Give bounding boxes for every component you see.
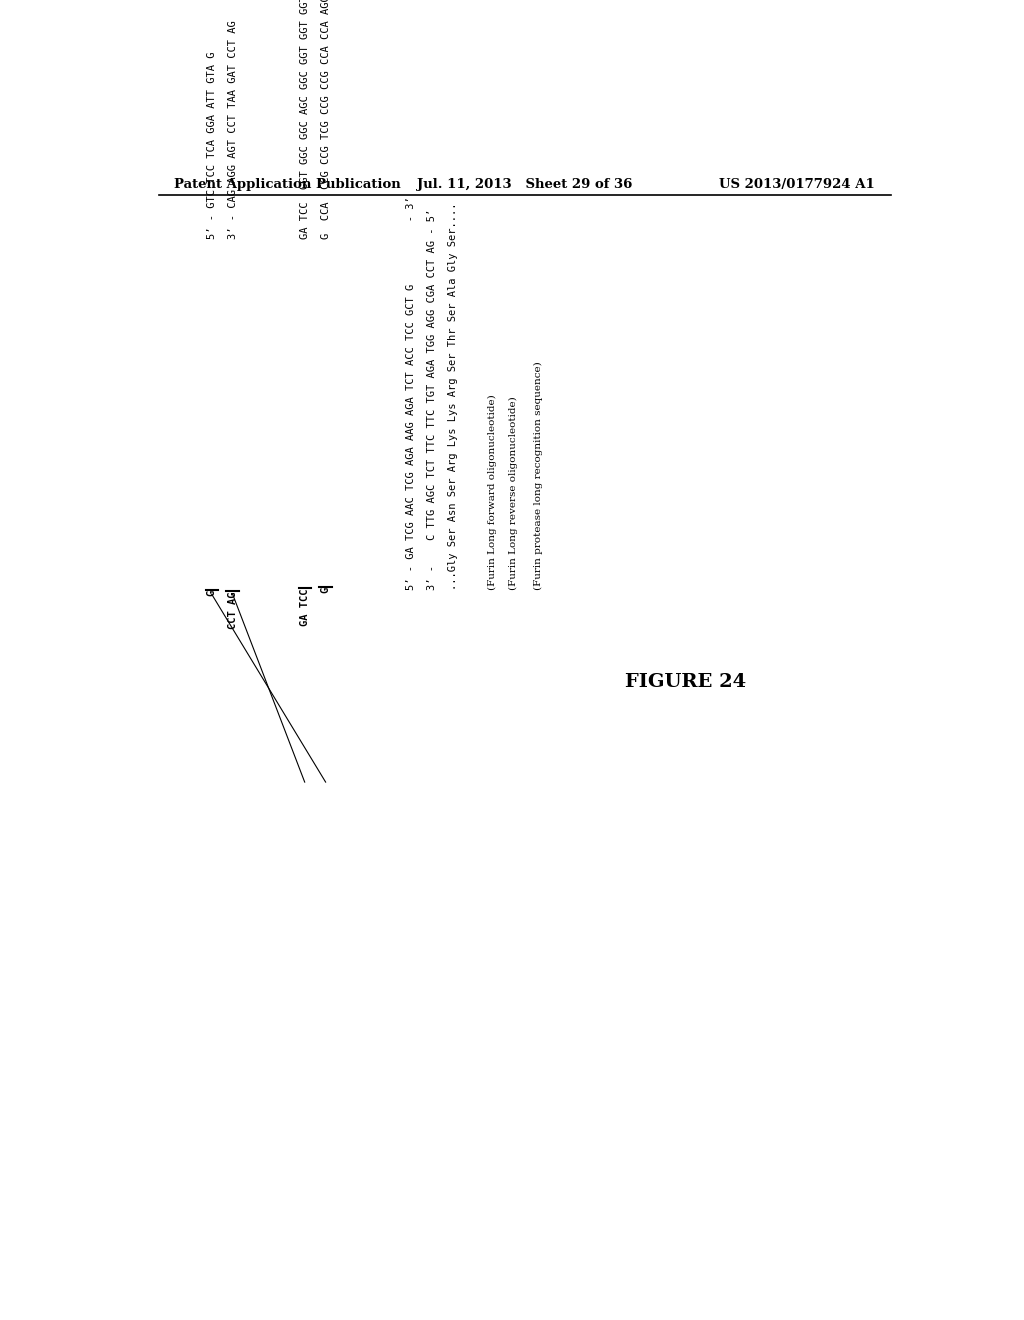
Text: G  CCA  CCG CCG TCG CCG CCG CCA CCA AGG CCT CCG CCG CCG CCA CCA CCG CCG CCA AGA : G CCA CCG CCG TCG CCG CCG CCA CCA AGG CC… <box>321 0 331 239</box>
Text: ...Gly Ser Asn Ser Arg Lys Lys Arg Ser Thr Ser Ala Gly Ser....: ...Gly Ser Asn Ser Arg Lys Lys Arg Ser T… <box>449 202 459 590</box>
Text: G: G <box>207 590 217 595</box>
Text: US 2013/0177924 A1: US 2013/0177924 A1 <box>719 178 876 190</box>
Text: 3’ - CAG AGG AGT CCT TAA GAT CCT AG: 3’ - CAG AGG AGT CCT TAA GAT CCT AG <box>227 21 238 239</box>
Text: FIGURE 24: FIGURE 24 <box>626 673 746 690</box>
Text: GA TCC: GA TCC <box>300 589 309 626</box>
Text: 5’ - GTC TCC TCA GGA ATT GTA G: 5’ - GTC TCC TCA GGA ATT GTA G <box>207 51 217 239</box>
Text: GA TCC  GGT GGC GGC AGC GGC GGT GGT GGT TCC GGA GGC GGC GGC GGT GGT GGC GGC GGT : GA TCC GGT GGC GGC AGC GGC GGT GGT GGT T… <box>300 0 309 239</box>
Text: G: G <box>321 586 331 593</box>
Text: (Furin Long reverse oligonucleotide): (Furin Long reverse oligonucleotide) <box>509 396 518 590</box>
Text: 3’ -    C TTG AGC TCT TTC TTC TGT AGA TGG AGG CGA CCT AG - 5’: 3’ - C TTG AGC TCT TTC TTC TGT AGA TGG A… <box>427 209 437 590</box>
Text: (Furin protease long recognition sequence): (Furin protease long recognition sequenc… <box>535 360 544 590</box>
Text: Jul. 11, 2013   Sheet 29 of 36: Jul. 11, 2013 Sheet 29 of 36 <box>417 178 633 190</box>
Text: 5’ - GA TCG AAC TCG AGA AAG AGA TCT ACC TCC GCT G          - 3’: 5’ - GA TCG AAC TCG AGA AAG AGA TCT ACC … <box>406 195 416 590</box>
Text: (Furin Long forward oligonucleotide): (Furin Long forward oligonucleotide) <box>487 393 497 590</box>
Text: CCT AG: CCT AG <box>227 591 238 628</box>
Text: Patent Application Publication: Patent Application Publication <box>174 178 401 190</box>
